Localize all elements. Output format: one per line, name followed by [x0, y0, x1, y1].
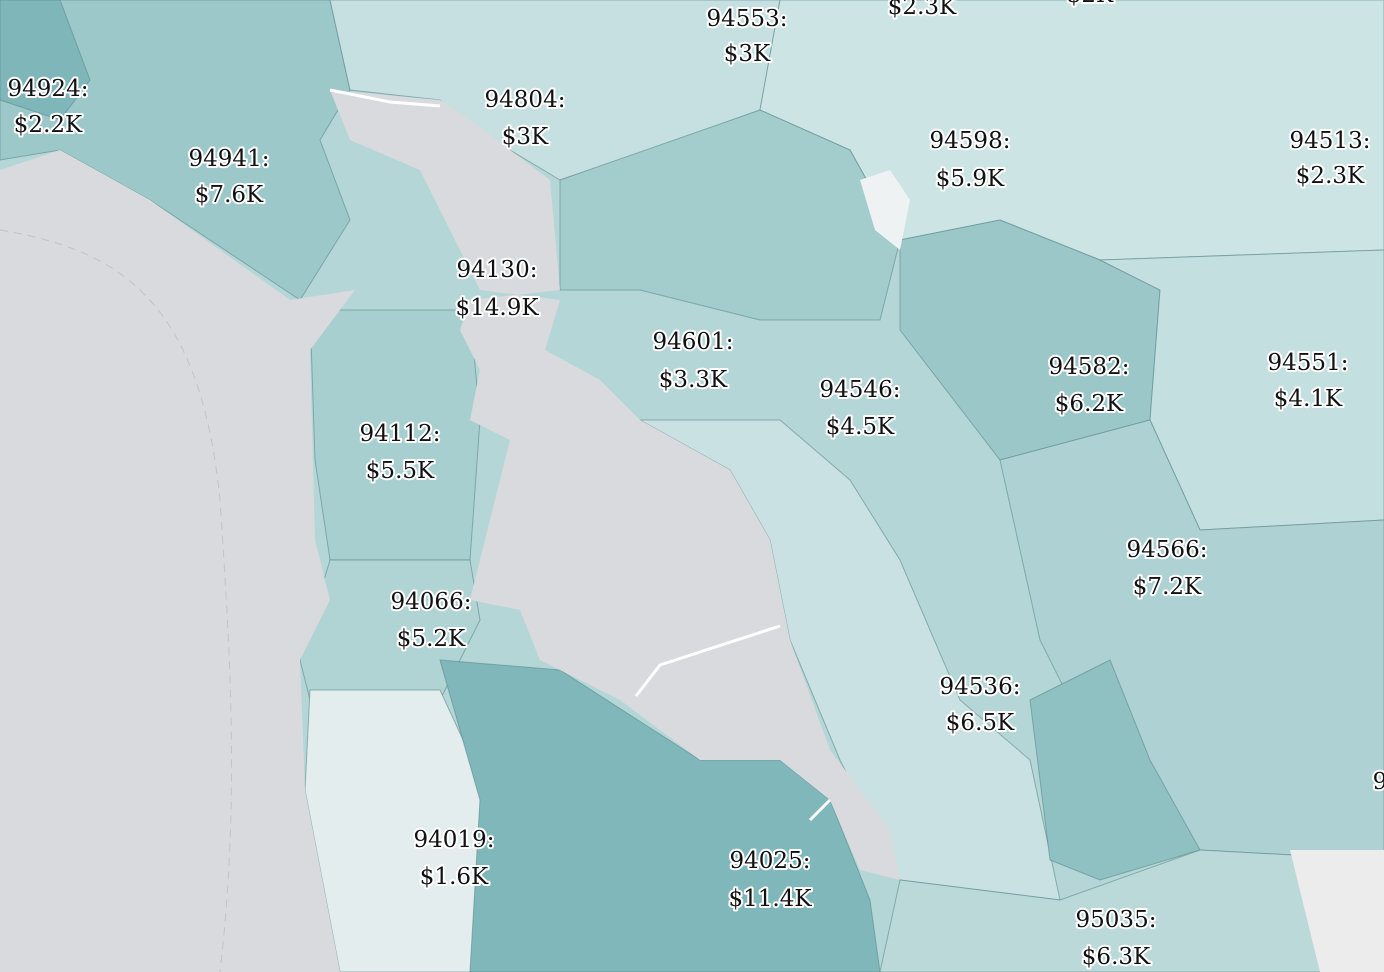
value-label: $3K: [502, 124, 549, 150]
ocean: [0, 150, 355, 972]
bridges: [329, 88, 832, 822]
value-label: $6.2K: [1055, 391, 1124, 417]
zip-label: 94582:: [1049, 354, 1130, 380]
value-label: $5.2K: [397, 626, 466, 652]
zip-label: 95035:: [1076, 907, 1157, 933]
partial-label: 9: [1373, 769, 1384, 795]
region-peninsula: [439, 659, 881, 972]
value-label: $11.4K: [728, 886, 812, 912]
zip-label: 94546:: [820, 377, 901, 403]
zip-label: 94601:: [653, 329, 734, 355]
zip-label: 94130:: [457, 257, 538, 283]
value-label: $3.3K: [659, 367, 728, 393]
zip-label: 94598:: [930, 128, 1011, 154]
region: [0, 0, 91, 121]
zip-label: 94025:: [730, 848, 811, 874]
partial-label: $2.3K: [888, 0, 957, 20]
value-label: $7.6K: [195, 182, 264, 208]
value-label: $6.5K: [946, 710, 1015, 736]
boundary: [0, 229, 233, 972]
zip-label: 94513:: [1290, 128, 1371, 154]
zip-label: 94019:: [414, 827, 495, 853]
labels: 94553: $3K 94924: $2.2K 94804: $3K 94941: $7.6K…: [6, 0, 1384, 972]
zip-label: 94924:: [8, 76, 89, 102]
value-label: $6.3K: [1082, 944, 1151, 970]
region-south: [879, 849, 1384, 972]
value-label: $5.5K: [366, 458, 435, 484]
zip-label: 94566:: [1127, 537, 1208, 563]
value-label: $1.6K: [420, 864, 489, 890]
value-label: $7.2K: [1133, 574, 1202, 600]
zip-label: 94551:: [1268, 350, 1349, 376]
zip-label: 94941:: [189, 146, 270, 172]
value-label: $2.2K: [14, 112, 83, 138]
value-label: $14.9K: [455, 295, 539, 321]
region-blank: [1290, 850, 1384, 972]
region: [559, 109, 901, 321]
value-label: $5.9K: [936, 166, 1005, 192]
value-label: $3K: [724, 41, 771, 67]
value-label: $4.5K: [826, 414, 895, 440]
zip-label: 94553:: [707, 6, 788, 32]
zip-label: 94112:: [360, 421, 441, 447]
zip-label: 94066:: [391, 589, 472, 615]
value-label: $2.3K: [1296, 163, 1365, 189]
zip-label: 94804:: [485, 87, 566, 113]
zip-label: 94536:: [940, 674, 1021, 700]
reservoir: [860, 170, 910, 250]
partial-label: $2K: [1067, 0, 1114, 8]
bay: [330, 90, 900, 880]
value-label: $4.1K: [1274, 386, 1343, 412]
